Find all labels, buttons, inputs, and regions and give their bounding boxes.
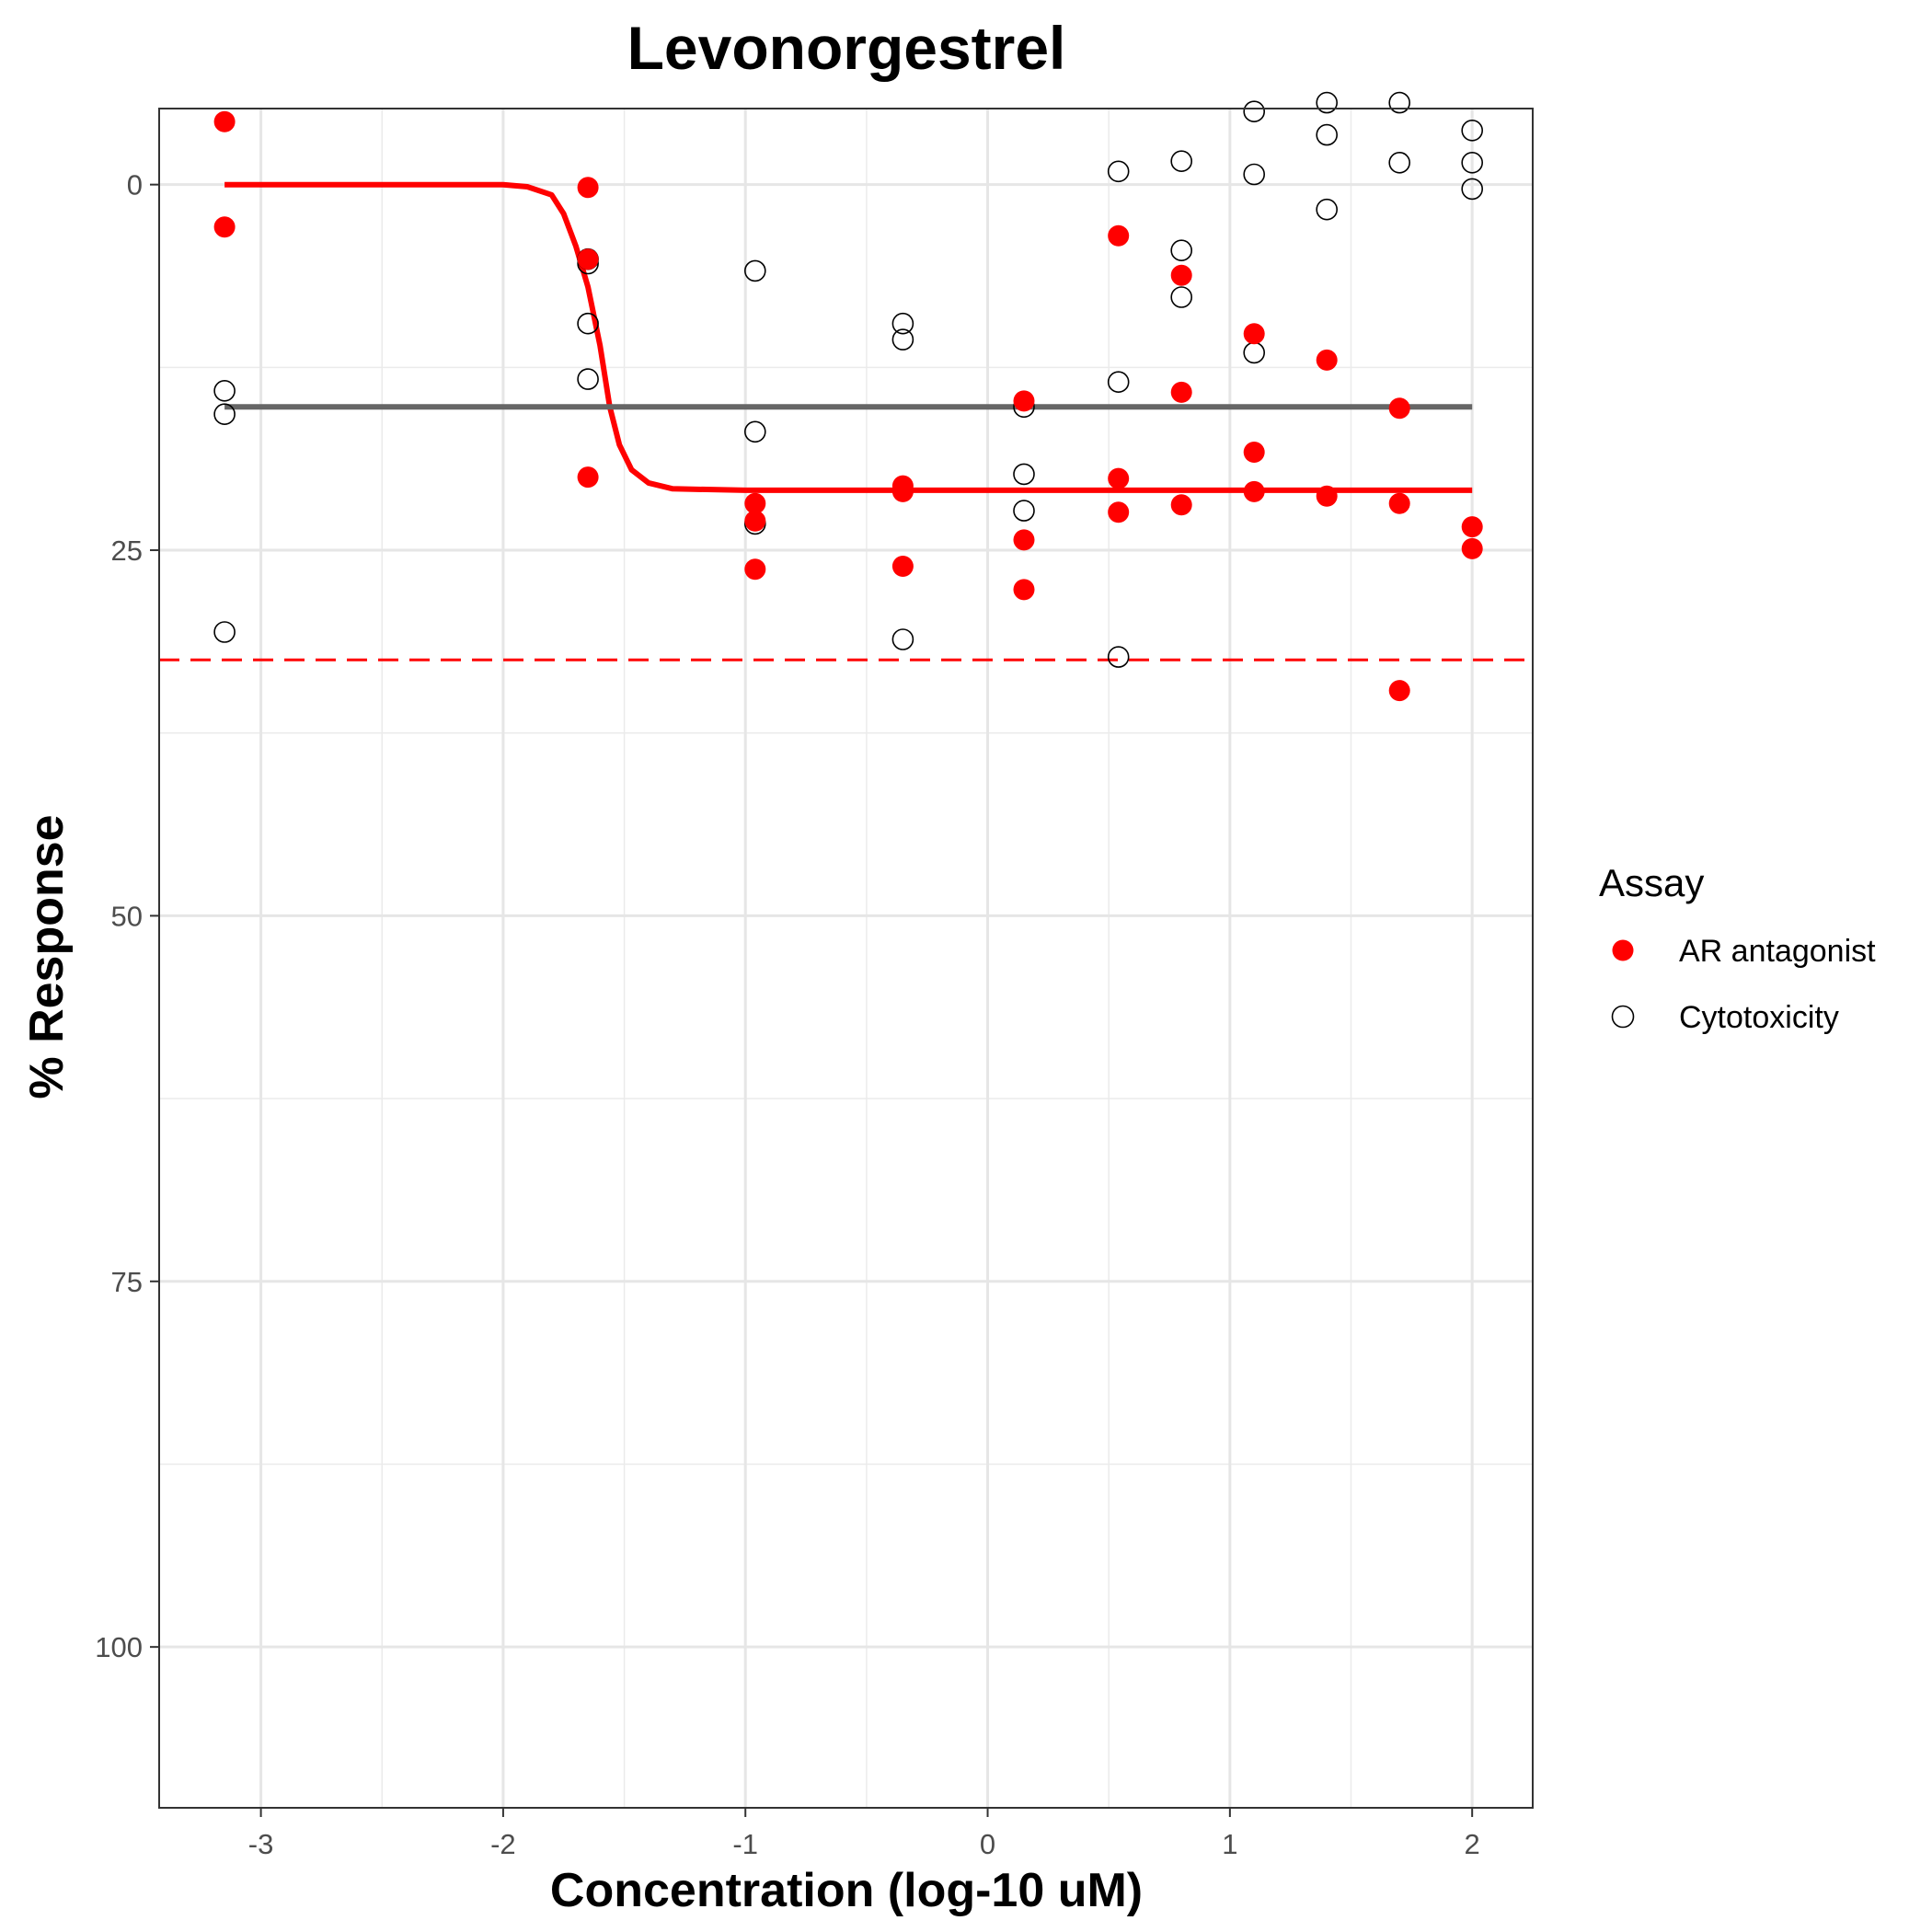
point-cytotoxicity (1461, 120, 1483, 142)
x-tick-label: 0 (980, 1828, 995, 1860)
point-ar-antagonist (1243, 323, 1265, 345)
point-ar-antagonist (1013, 529, 1035, 551)
point-cytotoxicity (1243, 100, 1265, 122)
fit-lines (224, 181, 1473, 493)
point-ar-antagonist (1170, 381, 1192, 403)
fit-line-ar-antagonist (224, 181, 1473, 493)
x-axis-title: Concentration (log-10 uM) (550, 1864, 1143, 1917)
point-cytotoxicity (1013, 500, 1035, 522)
point-cytotoxicity (577, 368, 599, 390)
point-cytotoxicity (1170, 150, 1192, 172)
legend-title: Assay (1599, 861, 1704, 904)
point-cytotoxicity (1316, 198, 1338, 221)
x-tick-label: -2 (490, 1828, 516, 1860)
point-ar-antagonist (1461, 537, 1483, 559)
point-ar-antagonist (1013, 579, 1035, 601)
point-cytotoxicity (1316, 123, 1338, 146)
point-cytotoxicity (891, 328, 914, 351)
point-ar-antagonist (1170, 494, 1192, 516)
y-tick-label: 75 (111, 1266, 143, 1298)
point-cytotoxicity (1388, 91, 1410, 114)
point-ar-antagonist (1388, 492, 1410, 514)
point-cytotoxicity (1107, 160, 1130, 183)
point-ar-antagonist (1461, 516, 1483, 538)
point-cytotoxicity (891, 628, 914, 650)
point-cytotoxicity (213, 403, 236, 426)
point-cytotoxicity (743, 259, 766, 282)
point-cytotoxicity (1388, 152, 1410, 174)
point-cytotoxicity (1013, 463, 1035, 486)
y-tick-label: 50 (111, 900, 143, 932)
point-ar-antagonist (1013, 390, 1035, 412)
legend: Assay AR antagonist Cytotoxicity (1599, 861, 1876, 1035)
legend-key-cytotoxicity (1611, 1005, 1635, 1029)
y-tick-label: 100 (95, 1631, 143, 1663)
x-tick-label: -3 (248, 1828, 274, 1860)
point-cytotoxicity (577, 312, 599, 335)
point-cytotoxicity (1243, 163, 1265, 186)
point-cytotoxicity (1107, 646, 1130, 668)
point-cytotoxicity (743, 420, 766, 443)
point-ar-antagonist (1108, 467, 1130, 489)
point-ar-antagonist (1108, 224, 1130, 247)
y-tick-label: 0 (127, 169, 143, 201)
legend-label-cytotoxicity: Cytotoxicity (1679, 1000, 1839, 1035)
point-cytotoxicity (213, 379, 236, 402)
x-tick-label: -1 (732, 1828, 758, 1860)
legend-label-ar-antagonist: AR antagonist (1679, 934, 1876, 969)
point-ar-antagonist (744, 510, 766, 532)
x-tick-label: 2 (1465, 1828, 1480, 1860)
point-ar-antagonist (1243, 480, 1265, 502)
point-ar-antagonist (1243, 442, 1265, 463)
point-ar-antagonist (1170, 264, 1192, 286)
x-tick-label: 1 (1222, 1828, 1237, 1860)
legend-entries: AR antagonist Cytotoxicity (1611, 934, 1876, 1035)
point-ar-antagonist (577, 177, 599, 199)
point-cytotoxicity (1243, 341, 1265, 364)
point-cytotoxicity (1461, 152, 1483, 174)
point-cytotoxicity (1461, 178, 1483, 201)
point-cytotoxicity (891, 312, 914, 335)
point-ar-antagonist (577, 248, 599, 270)
point-cytotoxicity (1107, 371, 1130, 394)
point-ar-antagonist (1388, 680, 1410, 702)
point-ar-antagonist (891, 480, 914, 502)
point-ar-antagonist (744, 558, 766, 581)
point-ar-antagonist (1388, 397, 1410, 420)
point-cytotoxicity (213, 621, 236, 643)
point-ar-antagonist (1316, 349, 1338, 371)
axis-ticks: -3 -2 -1 0 1 2 0 25 50 75 100 (95, 169, 1480, 1860)
point-cytotoxicity (1170, 286, 1192, 308)
grid (159, 109, 1533, 1808)
point-cytotoxicity (1316, 91, 1338, 114)
point-ar-antagonist (891, 556, 914, 577)
legend-key-ar-antagonist (1612, 939, 1634, 961)
y-axis-title: % Response (20, 814, 74, 1098)
point-ar-antagonist (1108, 501, 1130, 523)
point-ar-antagonist (1316, 485, 1338, 507)
point-ar-antagonist (577, 466, 599, 489)
chart-title: Levonorgestrel (627, 14, 1066, 82)
point-ar-antagonist (213, 216, 236, 238)
point-ar-antagonist (213, 110, 236, 132)
point-ar-antagonist (744, 492, 766, 514)
y-tick-label: 25 (111, 535, 143, 567)
point-cytotoxicity (1170, 239, 1192, 262)
data-points (213, 91, 1483, 702)
plot-panel-border (158, 108, 1534, 1809)
